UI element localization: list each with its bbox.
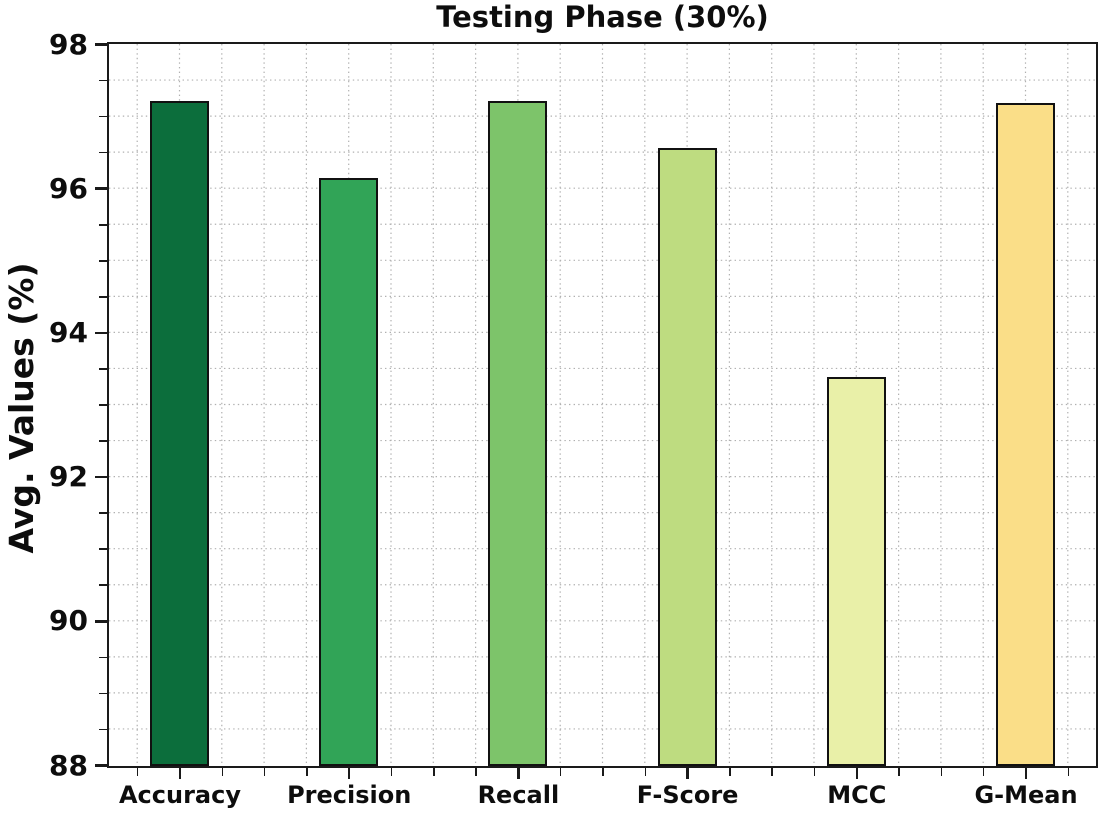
y-tick-label-94: 94 bbox=[49, 315, 88, 349]
y-tick-94 bbox=[95, 331, 107, 335]
x-minor-tick bbox=[729, 768, 731, 776]
y-minor-tick-91 bbox=[99, 548, 107, 550]
x-tick-precision bbox=[347, 768, 351, 779]
x-minor-tick bbox=[306, 768, 308, 776]
y-minor-tick-90.5 bbox=[99, 584, 107, 587]
x-tick-label-accuracy: Accuracy bbox=[118, 781, 241, 809]
x-tick-label-g-mean: G-Mean bbox=[974, 781, 1078, 809]
y-tick-92 bbox=[95, 475, 107, 479]
y-tick-label-96: 96 bbox=[49, 171, 88, 205]
chart-title: Testing Phase (30%) bbox=[436, 0, 769, 34]
y-tick-96 bbox=[95, 187, 107, 190]
y-tick-88 bbox=[95, 764, 107, 767]
bars-layer bbox=[109, 44, 1096, 766]
y-minor-tick-96.5 bbox=[99, 151, 107, 154]
plot-area bbox=[107, 42, 1098, 768]
x-tick-recall bbox=[517, 768, 520, 779]
y-tick-label-88: 88 bbox=[49, 748, 88, 782]
y-tick-label-92: 92 bbox=[49, 460, 88, 494]
x-minor-tick bbox=[940, 768, 943, 776]
bar-recall bbox=[488, 101, 548, 766]
x-tick-label-precision: Precision bbox=[287, 781, 412, 809]
x-tick-label-f-score: F-Score bbox=[636, 781, 739, 809]
x-tick-label-recall: Recall bbox=[477, 781, 560, 809]
bar-mcc bbox=[826, 377, 886, 766]
y-minor-tick-97.5 bbox=[99, 79, 107, 82]
y-minor-tick-92.5 bbox=[99, 440, 107, 442]
y-minor-tick-93 bbox=[99, 404, 107, 406]
x-minor-tick bbox=[221, 768, 224, 776]
y-tick-98 bbox=[95, 43, 107, 46]
y-tick-label-98: 98 bbox=[49, 27, 88, 61]
x-tick-label-mcc: MCC bbox=[827, 781, 887, 809]
x-tick-f-score bbox=[686, 768, 689, 779]
x-minor-tick bbox=[390, 768, 393, 776]
bar-g-mean bbox=[996, 102, 1055, 766]
y-minor-tick-91.5 bbox=[99, 512, 107, 514]
y-minor-tick-95 bbox=[99, 260, 107, 262]
y-minor-tick-89.5 bbox=[99, 656, 107, 659]
x-tick-accuracy bbox=[178, 768, 182, 779]
x-minor-tick bbox=[1067, 768, 1070, 776]
x-minor-tick bbox=[136, 768, 139, 776]
y-minor-tick-94.5 bbox=[99, 296, 107, 298]
x-minor-tick bbox=[771, 768, 773, 776]
bar-accuracy bbox=[150, 101, 209, 766]
y-minor-tick-97 bbox=[99, 115, 107, 118]
x-minor-tick bbox=[898, 768, 900, 776]
bar-precision bbox=[319, 178, 379, 766]
x-minor-tick bbox=[475, 768, 477, 776]
y-tick-label-90: 90 bbox=[49, 604, 88, 638]
x-minor-tick bbox=[644, 768, 647, 776]
y-minor-tick-89 bbox=[99, 692, 107, 695]
y-tick-90 bbox=[95, 620, 107, 623]
bar-f-score bbox=[657, 148, 717, 766]
x-tick-mcc bbox=[855, 768, 859, 779]
y-minor-tick-95.5 bbox=[99, 223, 107, 226]
x-minor-tick bbox=[602, 768, 604, 776]
y-axis-label: Avg. Values (%) bbox=[2, 262, 41, 554]
x-minor-tick bbox=[433, 768, 435, 776]
x-tick-g-mean bbox=[1024, 768, 1028, 779]
x-minor-tick bbox=[982, 768, 985, 776]
x-minor-tick bbox=[813, 768, 816, 776]
x-minor-tick bbox=[263, 768, 266, 776]
y-minor-tick-88.5 bbox=[99, 728, 107, 731]
x-minor-tick bbox=[559, 768, 562, 776]
y-minor-tick-93.5 bbox=[99, 368, 107, 370]
